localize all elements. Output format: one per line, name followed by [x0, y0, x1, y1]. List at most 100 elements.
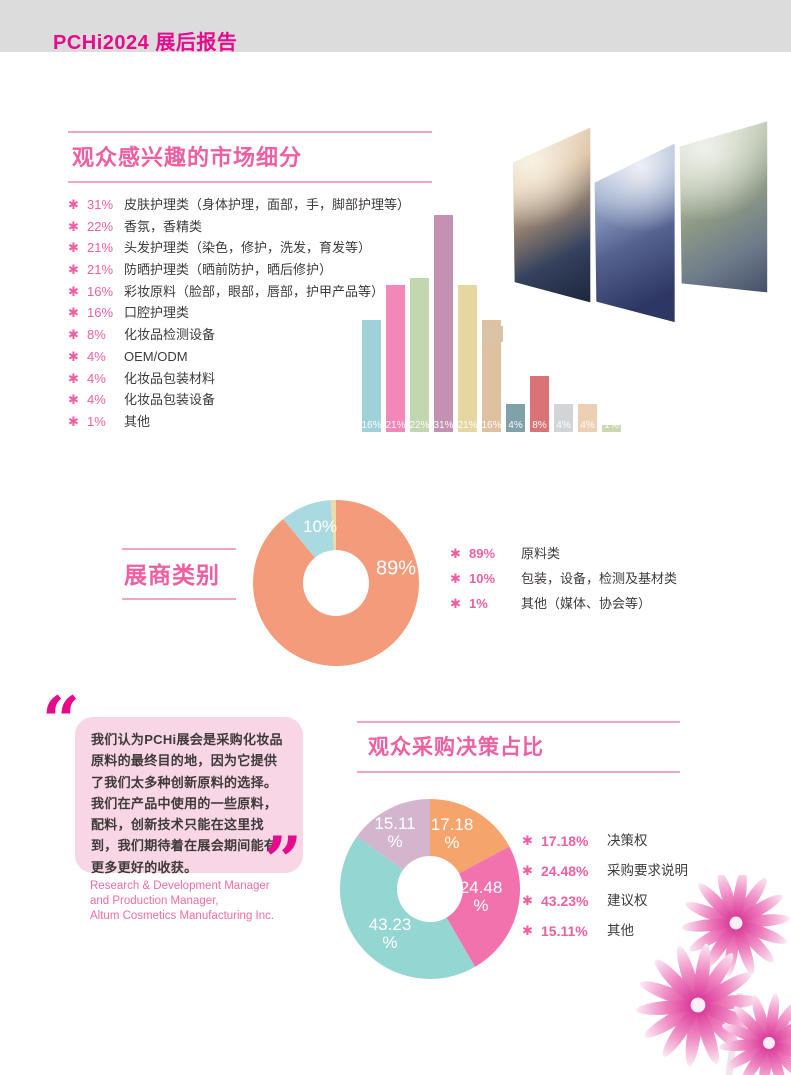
- exhibitor-categories-legend: ✱ 89% 原料类 ✱ 10% 包装，设备，检测及基材类 ✱ 1% 其他（媒体、协会等）: [450, 541, 677, 616]
- decision-legend-item: ✱ 17.18% 决策权: [522, 826, 688, 856]
- purchase-decision-donut-chart: 17.18% 24.48% 43.23% 15.11%: [340, 799, 520, 979]
- close-quote-icon: ”: [264, 822, 302, 900]
- asterisk-bullet-icon: ✱: [68, 413, 79, 429]
- page-title: PCHi2024 展后报告: [53, 32, 238, 54]
- bar: 31%: [433, 215, 454, 432]
- market-item-label: 香氛，香精类: [124, 218, 203, 234]
- asterisk-bullet-icon: ✱: [522, 863, 533, 878]
- market-item-label: 化妆品检测设备: [124, 327, 216, 343]
- donut-slice-label: 15.11%: [374, 814, 416, 851]
- donut-slice-label: 10%: [302, 517, 338, 536]
- bar: 16%: [481, 320, 502, 432]
- market-item-percent: 22%: [87, 218, 114, 234]
- legend-label: 其他: [607, 923, 634, 938]
- market-item-percent: 4%: [87, 392, 106, 408]
- market-item-percent: 16%: [87, 283, 114, 299]
- market-list-item: ✱ 4% 化妆品包装设备: [68, 389, 378, 411]
- asterisk-bullet-icon: ✱: [68, 197, 79, 212]
- donut-slice-2: [340, 836, 476, 979]
- bar: 4%: [578, 404, 597, 432]
- bar-value-label: 4%: [556, 420, 571, 431]
- bar-value-label: 4%: [580, 420, 595, 431]
- market-list-item: ✱ 21% 防晒护理类（晒前防护，晒后修护）: [68, 259, 378, 281]
- legend-percent: 43.23%: [541, 893, 589, 909]
- exhibitor-legend-item: ✱ 10% 包装，设备，检测及基材类: [450, 566, 677, 591]
- asterisk-bullet-icon: ✱: [68, 327, 79, 343]
- legend-label: 原料类: [521, 546, 561, 561]
- flower: [681, 875, 791, 977]
- market-list-item: ✱ 16% 口腔护理类: [68, 302, 378, 324]
- attribution-line: and Production Manager,: [90, 895, 219, 907]
- donut-slice-0: [253, 500, 419, 666]
- bar: 22%: [409, 278, 430, 432]
- donut-slice-label: 24.48%: [459, 878, 503, 915]
- market-segments-bar-chart: 16% 21% 22% 31% 21% 16% 4% 8% 4% 4% 1%: [361, 215, 621, 432]
- donut-slice-2: [330, 500, 336, 551]
- bar: 4%: [506, 404, 525, 432]
- legend-percent: 89%: [469, 546, 496, 561]
- donut-slice-1: [283, 500, 334, 558]
- bar-value-label: 31%: [433, 420, 454, 431]
- market-item-percent: 4%: [87, 348, 106, 364]
- market-list-item: ✱ 4% OEM/ODM: [68, 346, 378, 368]
- bar-value-label: 21%: [385, 420, 406, 431]
- bar-value-label: 4%: [508, 420, 523, 431]
- market-item-label: 头发护理类（染色，修护，洗发，育发等）: [124, 240, 372, 256]
- exhibition-photo-2: [594, 143, 675, 323]
- exhibition-photo-1: [512, 127, 591, 303]
- quote-box: 我们认为PCHi展会是采购化妆品原料的最终目的地，因为它提供了我们太多种创新原料…: [75, 717, 303, 875]
- legend-label: 包装，设备，检测及基材类: [521, 571, 678, 586]
- bar-value-label: 8%: [532, 420, 547, 431]
- page-header: PCHi2024 展后报告: [0, 0, 791, 54]
- legend-label: 决策权: [607, 833, 648, 848]
- decision-legend-item: ✱ 24.48% 采购要求说明: [522, 856, 688, 886]
- section-title-purchase-decision: 观众采购决策占比: [357, 721, 680, 773]
- legend-percent: 24.48%: [541, 863, 589, 879]
- asterisk-bullet-icon: ✱: [68, 283, 79, 299]
- decision-legend-item: ✱ 15.11% 其他: [522, 916, 688, 946]
- market-item-percent: 21%: [87, 262, 114, 278]
- bar: 21%: [457, 285, 478, 432]
- market-item-label: 口腔护理类: [124, 305, 190, 321]
- donut-svg: [340, 799, 520, 979]
- market-item-percent: 1%: [87, 413, 106, 429]
- market-list-item: ✱ 16% 彩妆原料（脸部，眼部，唇部，护甲产品等）: [68, 281, 384, 303]
- legend-label: 建议权: [607, 893, 648, 908]
- legend-label: 采购要求说明: [607, 863, 688, 878]
- exhibitor-legend-item: ✱ 89% 原料类: [450, 541, 677, 566]
- flower: [719, 993, 791, 1075]
- donut-slice-label: 89%: [375, 557, 417, 580]
- bar-value-label: 22%: [409, 420, 430, 431]
- market-list-item: ✱ 8% 化妆品检测设备: [68, 324, 378, 346]
- legend-label: 其他（媒体、协会等）: [521, 596, 652, 611]
- flower-decoration: [636, 875, 791, 1075]
- attribution-line: Altum Cosmetics Manufacturing Inc.: [90, 910, 275, 922]
- donut-slice-label: 17.18%: [430, 815, 474, 852]
- section-title-market-segments: 观众感兴趣的市场细分: [68, 131, 432, 183]
- decorative-square: [483, 326, 503, 342]
- bar: 4%: [554, 404, 573, 432]
- quote-attribution: Research & Development Manager and Produc…: [90, 879, 274, 924]
- market-item-label: 防晒护理类（晒前防护，晒后修护）: [124, 262, 333, 278]
- decision-legend-item: ✱ 43.23% 建议权: [522, 886, 688, 916]
- exhibitor-legend-item: ✱ 1% 其他（媒体、协会等）: [450, 591, 677, 616]
- legend-percent: 15.11%: [541, 923, 588, 939]
- bar: 16%: [361, 320, 382, 432]
- bar: 21%: [385, 285, 406, 432]
- purchase-decision-legend: ✱ 17.18% 决策权 ✱ 24.48% 采购要求说明 ✱ 43.23% 建议权 ✱ 15.11%…: [522, 826, 688, 946]
- asterisk-bullet-icon: ✱: [68, 348, 79, 364]
- asterisk-bullet-icon: ✱: [450, 571, 461, 586]
- flower: [636, 943, 760, 1067]
- asterisk-bullet-icon: ✱: [68, 392, 79, 408]
- quote-text: 我们认为PCHi展会是采购化妆品原料的最终目的地，因为它提供了我们太多种创新原料…: [91, 732, 283, 875]
- bar-value-label: 1%: [604, 420, 619, 431]
- asterisk-bullet-icon: ✱: [68, 262, 79, 278]
- bar-value-label: 16%: [481, 420, 502, 431]
- donut-slice-3: [356, 799, 430, 870]
- asterisk-bullet-icon: ✱: [450, 546, 461, 561]
- asterisk-bullet-icon: ✱: [450, 596, 461, 611]
- donut-slice-1: [446, 846, 520, 967]
- asterisk-bullet-icon: ✱: [522, 923, 533, 938]
- asterisk-bullet-icon: ✱: [68, 370, 79, 386]
